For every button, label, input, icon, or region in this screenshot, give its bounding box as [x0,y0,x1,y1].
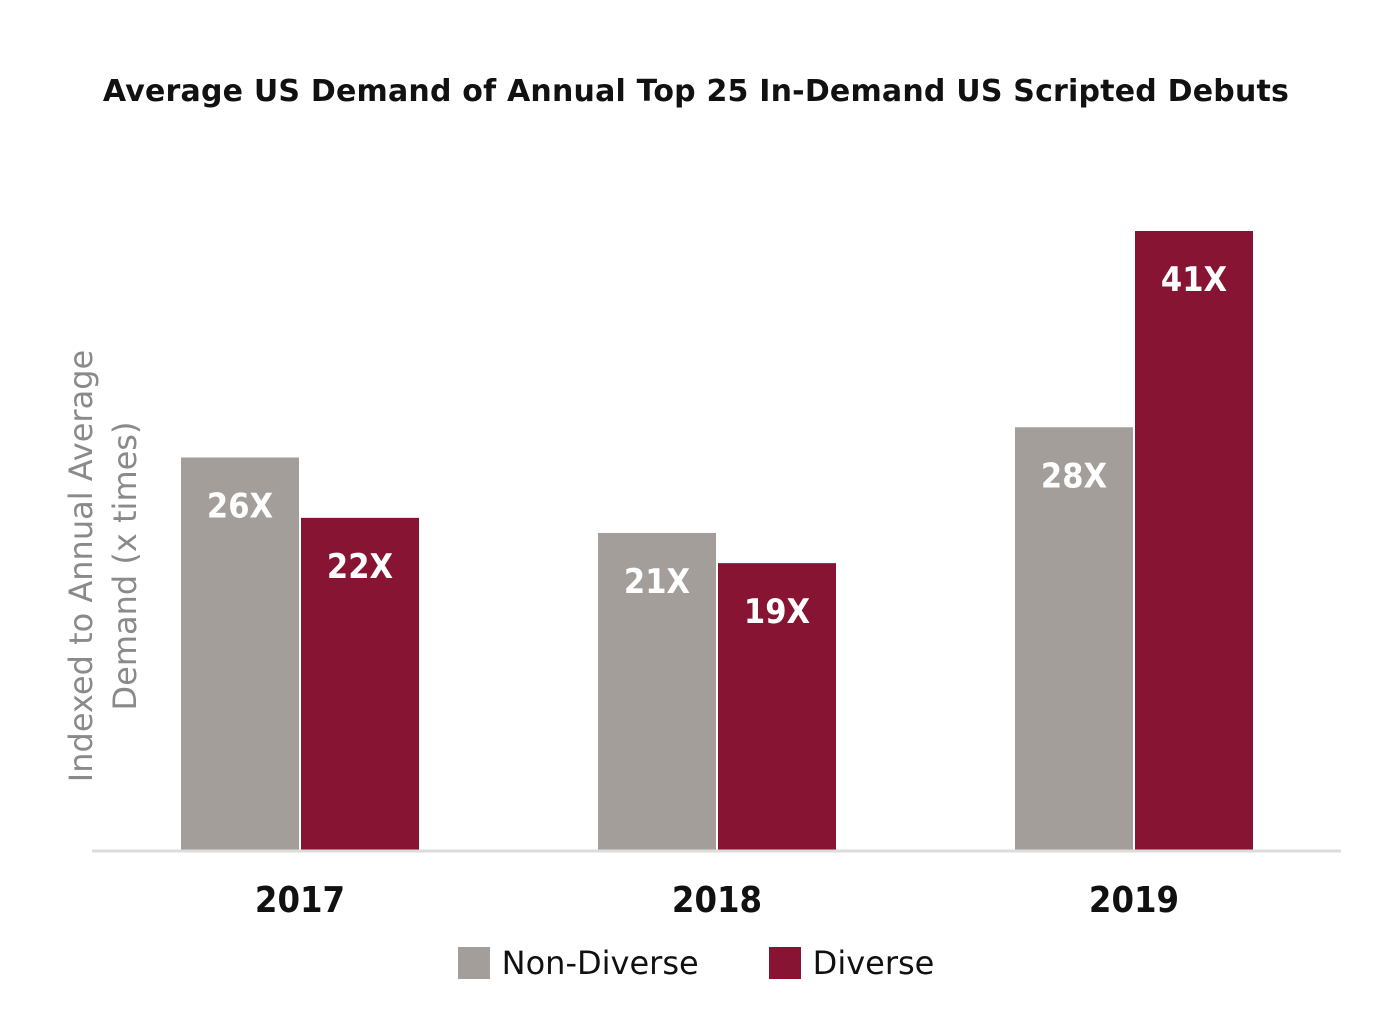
data-label-non-diverse-2017: 26X [207,486,273,526]
bar-non-diverse-2017 [181,457,299,850]
y-axis-label-line-1: Indexed to Annual Average [62,350,100,782]
bar-non-diverse-2018 [598,532,716,850]
data-label-diverse-2018: 19X [744,592,810,632]
bar-diverse-2017 [301,517,419,850]
y-axis-label: Indexed to Annual Average Demand (x times… [62,350,144,782]
bar-non-diverse-2019 [1015,427,1133,850]
x-tick-label-2019: 2019 [1089,880,1179,921]
x-axis-tick-labels: 2017 2018 2019 [255,880,1179,921]
legend: Non-Diverse Diverse [0,944,1392,982]
data-label-diverse-2019: 41X [1161,260,1227,300]
legend-item-diverse: Diverse [768,944,935,982]
legend-swatch-non-diverse [457,947,490,979]
legend-label-non-diverse: Non-Diverse [501,944,699,982]
x-tick-label-2018: 2018 [672,880,762,921]
data-label-non-diverse-2019: 28X [1041,456,1107,496]
data-label-diverse-2017: 22X [327,547,393,587]
chart-title: Average US Demand of Annual Top 25 In-De… [102,74,1290,109]
legend-label-diverse: Diverse [812,944,935,982]
bar-diverse-2018 [718,563,836,850]
x-tick-label-2017: 2017 [255,880,345,921]
y-axis-label-line-2: Demand (x times) [106,422,144,711]
legend-item-non-diverse: Non-Diverse [457,944,699,982]
bar-diverse-2019 [1135,231,1253,850]
legend-swatch-diverse [768,947,801,979]
data-label-non-diverse-2018: 21X [624,562,690,602]
y-axis-label-text: Indexed to Annual Average Demand (x times… [62,350,144,782]
bars: 26X 22X 21X 19X 28X 41X [181,231,1253,850]
